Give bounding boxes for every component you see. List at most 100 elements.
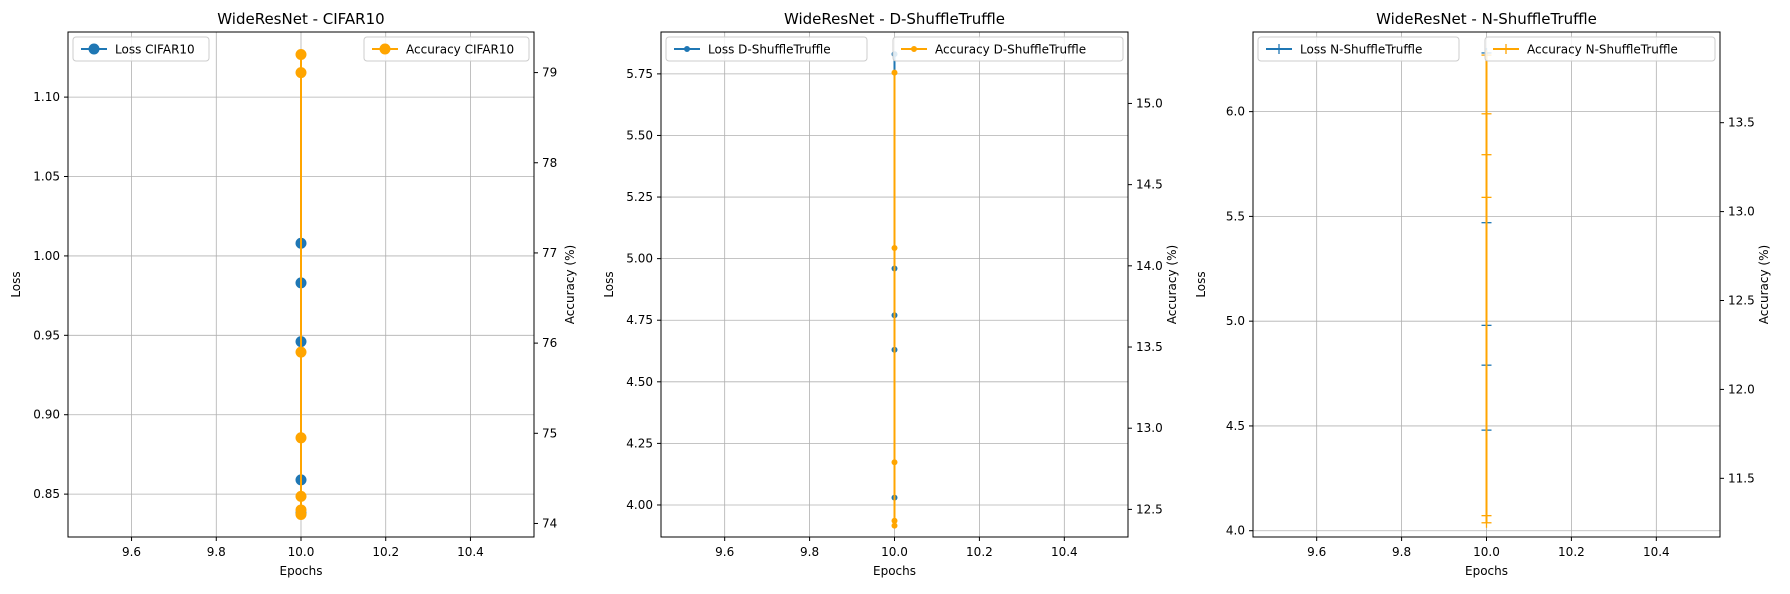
y-tick-label: 5.0 [1226, 314, 1245, 328]
y2-tick-label: 13.0 [1136, 421, 1163, 435]
y-axis-label: Loss [1194, 271, 1208, 297]
legend-swatch-marker [1501, 44, 1511, 54]
y-tick-label: 6.0 [1226, 105, 1245, 119]
y-tick-label: 1.05 [33, 170, 60, 184]
legend-swatch-marker [911, 46, 917, 52]
x-tick-label: 9.6 [122, 545, 141, 559]
y-tick-label: 4.50 [626, 375, 653, 389]
data-point [891, 69, 898, 76]
data-point [891, 244, 898, 251]
legend-label: Loss CIFAR10 [115, 43, 195, 57]
y2-tick-label: 13.5 [1136, 340, 1163, 354]
legend-loss: Loss D-ShuffleTruffle [665, 36, 868, 62]
y2-tick-label: 13.0 [1728, 205, 1755, 219]
x-tick-label: 9.8 [1392, 545, 1411, 559]
y2-tick-label: 12.0 [1728, 382, 1755, 396]
y2-axis-label: Accuracy (%) [563, 245, 577, 324]
legend-box [665, 36, 868, 62]
y-tick-label: 1.00 [33, 249, 60, 263]
legend-label: Loss D-ShuffleTruffle [708, 43, 831, 57]
y2-tick-label: 74 [542, 516, 557, 530]
legend-swatch-marker [684, 46, 690, 52]
legend-box [72, 36, 210, 62]
legend-box [1257, 36, 1460, 62]
data-point [891, 517, 898, 524]
x-tick-label: 9.6 [715, 545, 734, 559]
y-axis-label: Loss [602, 271, 616, 297]
y2-tick-label: 75 [542, 426, 557, 440]
data-point [1481, 517, 1492, 528]
x-tick-label: 9.8 [800, 545, 819, 559]
y2-tick-label: 15.0 [1136, 96, 1163, 110]
series-accuracy [295, 49, 307, 520]
x-tick-label: 10.0 [881, 545, 908, 559]
legend-label: Loss N-ShuffleTruffle [1300, 43, 1422, 57]
legend-loss: Loss CIFAR10 [72, 36, 210, 62]
data-point [295, 490, 307, 502]
x-axis-label: Epochs [280, 564, 323, 578]
data-point [891, 522, 898, 529]
x-tick-label: 10.2 [966, 545, 993, 559]
y-tick-label: 5.5 [1226, 209, 1245, 223]
data-point [1481, 192, 1492, 203]
x-tick-label: 10.4 [1051, 545, 1078, 559]
y2-tick-label: 14.5 [1136, 178, 1163, 192]
legend-accuracy: Accuracy D-ShuffleTruffle [892, 36, 1124, 62]
chart-panel-2: 9.6 9.8 10.0 10.2 10.4 4.00 4.25 4.50 4.75 5.00 5.… [602, 10, 1179, 578]
x-tick-label: 10.0 [1473, 545, 1500, 559]
legend-accuracy: Accuracy CIFAR10 [363, 36, 530, 62]
y-tick-label: 4.75 [626, 313, 653, 327]
legend-box [892, 36, 1124, 62]
y2-tick-label: 77 [542, 246, 557, 260]
x-tick-label: 10.4 [457, 545, 484, 559]
y-tick-label: 5.25 [626, 190, 653, 204]
y2-tick-label: 79 [542, 66, 557, 80]
legend-label: Accuracy CIFAR10 [406, 43, 514, 57]
y2-tick-label: 12.5 [1136, 502, 1163, 516]
data-point [295, 67, 307, 79]
y-tick-label: 4.25 [626, 436, 653, 450]
data-point [1481, 149, 1492, 160]
legend-label: Accuracy N-ShuffleTruffle [1527, 43, 1678, 57]
x-tick-label: 9.6 [1307, 545, 1326, 559]
y-tick-label: 5.75 [626, 67, 653, 81]
y2-axis-label: Accuracy (%) [1757, 245, 1771, 324]
y2-tick-label: 14.0 [1136, 259, 1163, 273]
legend-label: Accuracy D-ShuffleTruffle [935, 43, 1086, 57]
y2-tick-label: 11.5 [1728, 471, 1755, 485]
chart-title: WideResNet - D-ShuffleTruffle [784, 10, 1005, 28]
y-tick-label: 5.00 [626, 252, 653, 266]
y-tick-label: 0.85 [33, 487, 60, 501]
series-accuracy [891, 69, 898, 529]
legend-loss: Loss N-ShuffleTruffle [1257, 36, 1460, 62]
y2-tick-label: 13.5 [1728, 116, 1755, 130]
y-tick-label: 1.10 [33, 90, 60, 104]
chart-panel-3: 9.6 9.8 10.0 10.2 10.4 4.0 4.5 5.0 5.5 6.0 11.5 12.… [1194, 10, 1771, 578]
data-point [1481, 108, 1492, 119]
series-accuracy [1481, 50, 1492, 528]
legend-swatch-marker [1274, 44, 1284, 54]
y-tick-label: 4.00 [626, 498, 653, 512]
legend-swatch-marker [88, 43, 100, 55]
y-tick-label: 0.90 [33, 408, 60, 422]
legend-box [1484, 36, 1716, 62]
y2-axis-label: Accuracy (%) [1165, 245, 1179, 324]
legend-box [363, 36, 530, 62]
chart-panel-1: 9.6 9.8 10.0 10.2 10.4 0.85 0.90 0.95 1.00 1.05 1.… [9, 10, 577, 578]
chart-title: WideResNet - CIFAR10 [217, 10, 384, 28]
y-tick-label: 5.50 [626, 128, 653, 142]
y2-tick-label: 76 [542, 336, 557, 350]
y-axis-label: Loss [9, 271, 23, 297]
x-tick-label: 10.2 [1558, 545, 1585, 559]
x-tick-label: 10.4 [1643, 545, 1670, 559]
x-tick-label: 9.8 [207, 545, 226, 559]
x-axis-label: Epochs [1465, 564, 1508, 578]
data-point [295, 346, 307, 358]
data-point [295, 508, 307, 520]
chart-title: WideResNet - N-ShuffleTruffle [1376, 10, 1597, 28]
legend-swatch-marker [379, 43, 391, 55]
data-point [295, 49, 307, 61]
y-tick-label: 4.5 [1226, 419, 1245, 433]
